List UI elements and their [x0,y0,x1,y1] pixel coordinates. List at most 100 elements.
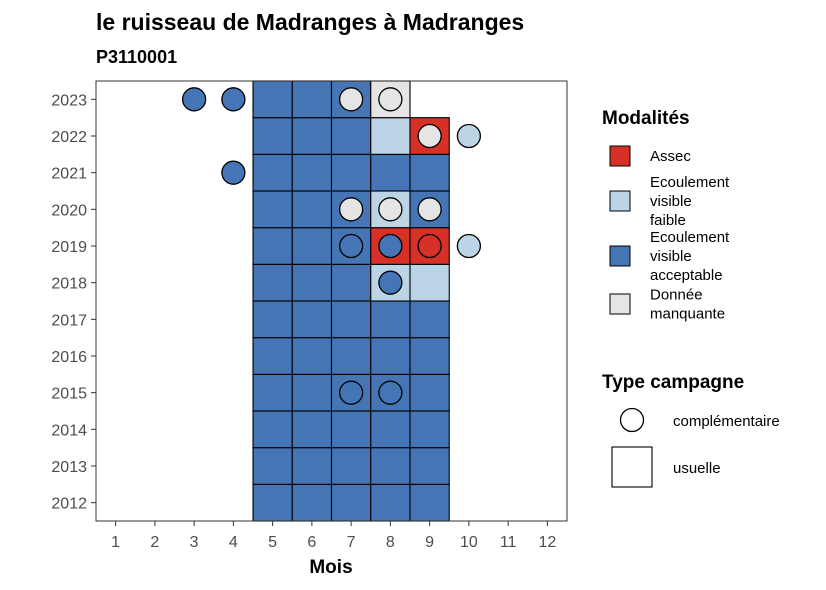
legend-label: Donnée [650,287,703,304]
legend-modalites: ModalitésAssecEcoulementvisiblefaibleEco… [602,108,730,323]
point-2018-8 [378,270,403,295]
tile-2018-9 [409,263,450,302]
x-axis-title: Mois [309,557,352,578]
y-tick-label: 2017 [51,312,87,329]
tile-2020-8 [370,190,411,229]
x-tick-label: 7 [347,534,356,551]
point-2020-9 [417,197,442,222]
tile-2022-5 [252,117,293,155]
x-tick-label: 9 [425,534,434,551]
x-tick-label: 11 [500,534,517,551]
point-2019-8 [378,233,403,259]
tile-2014-9 [409,410,450,449]
tile-2017-5 [252,300,293,339]
y-tick-label: 2012 [51,496,87,513]
legend-title: Type campagne [602,372,744,393]
legend-label: visible [650,193,692,210]
tile-2015-9 [409,373,450,412]
tile-2012-9 [409,483,450,522]
tile-2017-7 [330,300,372,339]
tile-2021-7 [330,153,372,192]
y-tick-label: 2020 [51,202,87,219]
point-2020-8 [378,197,403,222]
tile-2021-8 [370,153,411,192]
point-2020-7 [338,197,364,222]
legend-title: Modalités [602,108,690,129]
tile-2019-5 [252,227,293,265]
chart-subtitle: P3110001 [96,47,177,67]
legend-label: Assec [650,148,691,165]
x-tick-label: 10 [460,534,478,551]
legend-label: Ecoulement [650,174,730,191]
tile-2012-5 [252,483,293,522]
tile-2016-7 [330,337,372,375]
tile-2013-5 [252,447,293,485]
tile-2016-5 [252,337,293,375]
tile-2015-6 [291,373,333,412]
x-axis: 1 2 3 4 5 6 7 8 9 10 11 12 [111,521,556,551]
x-tick-label: 4 [229,534,238,551]
tile-2012-6 [291,483,333,522]
panel-border [95,80,568,522]
tile-2017-6 [291,300,333,339]
tile-2020-6 [291,190,333,229]
tile-2013-6 [291,447,333,485]
legend-key-circle [619,407,645,433]
x-tick-label: 3 [190,534,199,551]
legend-type-campagne: Type campagne complémentaire usuelle [602,372,780,488]
tile-2021-9 [409,153,450,192]
tile-2014-6 [291,410,333,449]
point-2023-3 [181,87,207,112]
tile-2012-7 [330,483,372,522]
legend-label: faible [650,212,686,229]
y-tick-label: 2016 [51,349,87,366]
y-tick-label: 2019 [51,239,87,256]
legend-key [609,190,631,212]
tile-2016-9 [409,337,450,375]
tile-2013-8 [370,447,411,485]
point-2022-10 [456,123,482,149]
tile-2018-7 [330,263,372,302]
y-tick-label: 2023 [51,92,87,109]
tile-2022-7 [330,117,372,155]
x-tick-label: 12 [538,534,556,551]
tile-2022-8 [370,117,411,155]
y-tick-label: 2014 [51,422,87,439]
tile-2016-6 [291,337,333,375]
chart-title: le ruisseau de Madranges à Madranges [96,9,524,35]
tile-2021-5 [252,153,293,192]
point-2023-4 [221,87,246,112]
point-2022-9 [417,123,442,149]
tile-2019-6 [291,227,333,265]
point-2019-9 [417,233,442,259]
tile-2023-6 [291,80,333,119]
x-tick-label: 2 [150,534,159,551]
legend-label: Ecoulement [650,229,730,246]
legend-key [609,293,631,315]
legend-label: complémentaire [673,413,780,430]
tile-2015-5 [252,373,293,412]
point-2023-8 [378,87,403,112]
point-2019-10 [456,233,482,259]
point-2021-4 [221,160,246,185]
tile-2014-8 [370,410,411,449]
x-tick-label: 8 [386,534,395,551]
y-tick-label: 2013 [51,459,87,476]
tile-2020-5 [252,190,293,229]
point-2015-8 [378,380,403,405]
point-2015-7 [338,380,364,405]
legend-key [609,245,631,267]
y-tick-label: 2021 [51,166,87,183]
legend-label: manquante [650,306,725,323]
tile-2017-8 [370,300,411,339]
y-axis: 2012 2013 2014 2015 2016 2017 2018 2019 2020 2021… [51,92,96,513]
tile-2023-5 [252,80,293,119]
tile-2013-9 [409,447,450,485]
legend-label: usuelle [673,460,721,477]
y-tick-label: 2015 [51,386,87,403]
plot-area [181,80,482,522]
point-2023-7 [338,87,364,112]
tile-2022-6 [291,117,333,155]
y-tick-label: 2022 [51,129,87,146]
